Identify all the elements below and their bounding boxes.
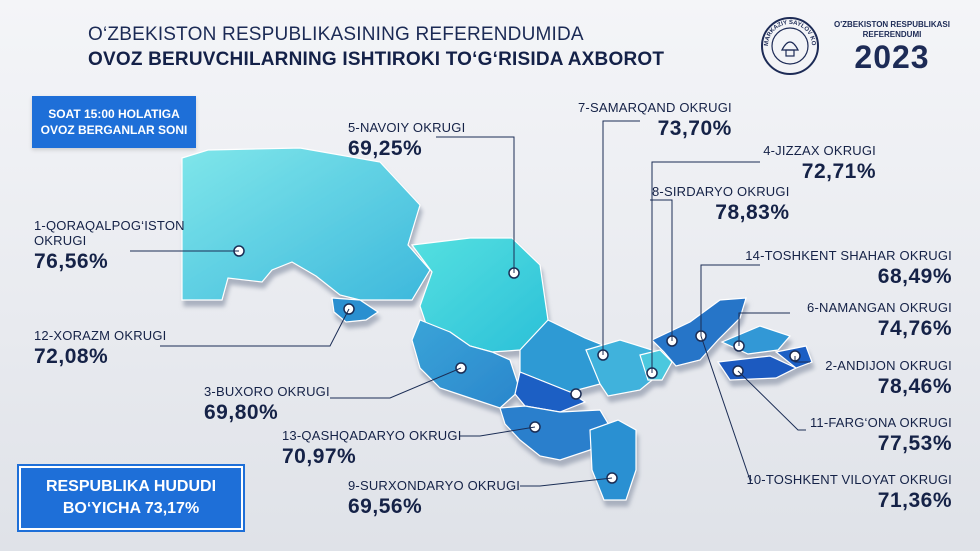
region-fargona [716, 355, 798, 381]
region-label-jizzax: 4-JIZZAX OKRUGI 72,71% [763, 143, 876, 183]
ref-line-1: O'ZBEKISTON RESPUBLIKASI [834, 20, 950, 29]
region-navoiy-south [514, 371, 587, 413]
leader-lines [130, 120, 810, 487]
ref-line-2: REFERENDUMI [862, 30, 922, 39]
region-pct: 68,49% [877, 265, 952, 288]
region-surxondaryo [589, 419, 637, 501]
region-label-toshkent-viloyat: 10-TOSHKENT VILOYAT OKRUGI 71,36% [746, 472, 952, 512]
region-label-qoraqalpogiston: 1-QORAQALPOG‘ISTON OKRUGI 76,56% [34, 218, 185, 273]
region-pct: 72,08% [34, 345, 109, 368]
election-commission-seal-icon: MARKAZIY SAYLOV KOMISSIYASI [760, 16, 819, 75]
region-label-samarqand: 7-SAMARQAND OKRUGI 73,70% [578, 100, 732, 140]
region-pct: 74,76% [877, 317, 952, 340]
region-label-fargona: 11-FARG‘ONA OKRUGI 77,53% [809, 415, 952, 455]
region-pct: 69,56% [348, 495, 423, 518]
region-pct: 76,56% [34, 250, 109, 273]
time-box-line-1: SOAT 15:00 HOLATIGA [48, 107, 180, 121]
region-pct: 77,53% [877, 432, 952, 455]
region-pct: 70,97% [282, 445, 357, 468]
time-box: SOAT 15:00 HOLATIGA OVOZ BERGANLAR SONI [32, 96, 196, 148]
title-line-2: OVOZ BERUVCHILARNING ISHTIROKI TO‘G‘RISI… [88, 49, 665, 70]
region-pct: 78,83% [715, 201, 790, 224]
ref-year: 2023 [854, 39, 930, 75]
total-line-2: BO‘YICHA 73,17% [62, 500, 200, 517]
region-label-xorazm: 12-XORAZM OKRUGI 72,08% [34, 328, 167, 368]
region-qashqadaryo [499, 405, 613, 461]
region-pct: 73,70% [657, 117, 732, 140]
region-label-andijon: 2-ANDIJON OKRUGI 78,46% [825, 358, 952, 398]
time-box-line-2: OVOZ BERGANLAR SONI [40, 123, 188, 137]
region-pct: 72,71% [801, 160, 876, 183]
marker-samarqand-south [570, 388, 582, 400]
region-label-surxondaryo: 9-SURXONDARYO OKRUGI 69,56% [348, 478, 521, 518]
region-label-buxoro: 3-BUXORO OKRUGI 69,80% [204, 384, 330, 424]
region-buxoro [411, 319, 521, 409]
region-qoraqalpogiston [181, 147, 431, 301]
region-label-qashqadaryo: 13-QASHQADARYO OKRUGI 70,97% [282, 428, 462, 468]
title-line-1: O‘ZBEKISTON RESPUBLIKASINING REFERENDUMI… [88, 24, 584, 45]
region-pct: 69,80% [204, 401, 279, 424]
region-pct: 78,46% [877, 375, 952, 398]
region-label-navoiy: 5-NAVOIY OKRUGI 69,25% [348, 120, 466, 160]
region-label-namangan: 6-NAMANGAN OKRUGI 74,76% [807, 300, 952, 340]
referendum-logo: O'ZBEKISTON RESPUBLIKASI REFERENDUMI 202… [830, 20, 954, 76]
region-xorazm [331, 297, 380, 323]
region-namangan [720, 325, 792, 355]
region-label-sirdaryo: 8-SIRDARYO OKRUGI 78,83% [652, 184, 790, 224]
total-box: RESPUBLIKA HUDUDI BO‘YICHA 73,17% [17, 464, 245, 532]
region-pct: 69,25% [348, 137, 423, 160]
total-line-1: RESPUBLIKA HUDUDI [45, 478, 217, 495]
region-pct: 71,36% [877, 489, 952, 512]
region-label-toshkent-shahar: 14-TOSHKENT SHAHAR OKRUGI 68,49% [745, 248, 952, 288]
logo-area: MARKAZIY SAYLOV KOMISSIYASI O'ZBEKISTON … [760, 16, 956, 78]
page-title: O‘ZBEKISTON RESPUBLIKASINING REFERENDUMI… [88, 22, 664, 72]
